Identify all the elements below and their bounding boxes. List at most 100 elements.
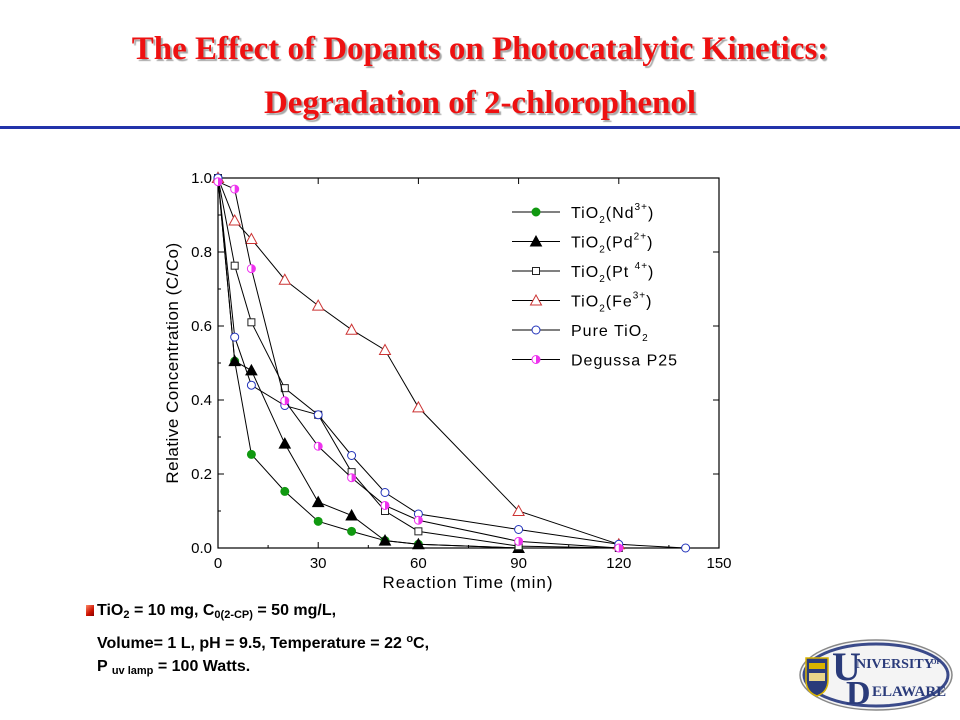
data-point (514, 525, 524, 534)
legend-entry-0: TiO2(Nd3+) (512, 202, 654, 226)
legend-label-part: TiO (571, 294, 599, 311)
data-point (380, 488, 390, 497)
legend-label-part: 2 (642, 333, 649, 344)
legend-label-part: TiO (571, 235, 599, 252)
x-tick-label: 30 (310, 555, 327, 572)
x-tick-label: 0 (214, 555, 222, 572)
legend-label: TiO2(Pd2+) (571, 232, 653, 256)
data-point (681, 543, 691, 553)
legend-label-part: 4+ (635, 261, 648, 272)
legend-label-part: (Fe (606, 294, 633, 311)
marker-fill (618, 544, 623, 552)
logo-line-1: NIVERSITY (856, 657, 934, 672)
data-point (412, 400, 425, 413)
data-point (311, 299, 325, 311)
legend-label-part: 2+ (634, 232, 647, 243)
marker-fill (351, 473, 356, 482)
data-point (280, 486, 290, 496)
data-point (347, 451, 357, 460)
data-point (347, 526, 357, 536)
x-tick-label: 120 (606, 555, 631, 572)
series-5 (213, 177, 624, 553)
series-layer (211, 171, 691, 553)
data-point (345, 323, 358, 335)
axis-ticks: 0 30 60 90 120 150 0.0 0.2 0.4 0.6 0.8 1.0 (191, 170, 731, 572)
legend-label-part: TiO (571, 264, 599, 281)
marker-fill (518, 537, 523, 546)
logo-of: OF (931, 658, 941, 666)
data-point (345, 508, 358, 521)
series-1 (211, 171, 525, 553)
series-line (217, 177, 619, 549)
marker-fill (251, 264, 256, 273)
legend-marker (532, 267, 540, 275)
legend-marker (529, 234, 543, 247)
y-tick-label: 0.8 (191, 244, 212, 261)
x-tick-label: 150 (706, 555, 731, 572)
legend-label-part: (Nd (606, 205, 635, 222)
legend-marker (531, 207, 541, 217)
legend-label: TiO2(Pt 4+) (571, 261, 654, 285)
data-point (380, 500, 390, 510)
legend-label-part: TiO (571, 205, 599, 222)
legend-label: Degussa P25 (571, 353, 678, 370)
data-point (230, 261, 239, 270)
legend-label-part: 3+ (635, 202, 648, 213)
data-point (230, 332, 240, 342)
university-logo: U NIVERSITY OF D ELAWARE (799, 639, 953, 712)
legend-entry-4: Pure TiO2 (512, 323, 649, 344)
legend-entry-5: Degussa P25 (512, 353, 678, 370)
legend-label-part: 2 (599, 304, 606, 315)
legend-label-part: 3+ (633, 291, 646, 302)
legend-marker (531, 325, 541, 335)
data-point (414, 527, 423, 536)
title-divider (0, 126, 960, 129)
marker-fill (418, 516, 423, 525)
data-point (246, 264, 256, 274)
data-point (247, 318, 256, 327)
data-point (213, 177, 223, 187)
series-line (217, 181, 619, 549)
data-point (512, 504, 525, 516)
legend-label-part: ) (648, 205, 654, 222)
data-point (313, 410, 323, 420)
data-point (278, 437, 292, 449)
series-0 (213, 173, 524, 553)
data-point (246, 449, 256, 459)
data-point (413, 515, 423, 525)
condition-line-1: TiO2 = 10 mg, C0(2-CP) = 50 mg/L, (86, 600, 429, 628)
marker-fill (284, 396, 289, 405)
legend-label: Pure TiO2 (571, 323, 649, 344)
legend-label-part: Pure TiO (571, 323, 642, 340)
x-axis-label: Reaction Time (min) (382, 573, 553, 592)
data-point (228, 354, 242, 367)
legend-label: TiO2(Fe3+) (571, 291, 652, 315)
legend-entry-1: TiO2(Pd2+) (512, 232, 653, 256)
data-point (228, 214, 242, 226)
logo-big-u: U (832, 644, 861, 689)
legend-label-part: 2 (599, 215, 606, 226)
x-tick-label: 60 (410, 555, 427, 572)
data-point (278, 273, 292, 285)
marker-fill (536, 355, 540, 364)
experiment-conditions: TiO2 = 10 mg, C0(2-CP) = 50 mg/L, Volume… (86, 600, 429, 684)
legend-marker (531, 355, 541, 364)
legend-label-part: 2 (599, 245, 606, 256)
data-point (614, 543, 624, 553)
logo-line-2: ELAWARE (872, 684, 946, 700)
data-point (246, 380, 256, 390)
legend-entry-3: TiO2(Fe3+) (512, 291, 652, 315)
title-line-2: Degradation of 2-chlorophenol (263, 85, 697, 121)
marker-fill (218, 177, 222, 186)
legend-label-part: ) (648, 264, 654, 281)
y-axis-label: Relative Concentration (C/Co) (163, 242, 182, 483)
legend: TiO2(Nd3+)TiO2(Pd2+)TiO2(Pt 4+)TiO2(Fe3+… (512, 202, 678, 370)
series-line (217, 177, 619, 545)
bullet-icon (86, 605, 94, 616)
legend-marker (529, 293, 543, 306)
legend-label-part: (Pt (606, 264, 635, 281)
y-tick-label: 0.2 (191, 466, 212, 483)
legend-label-part: Degussa P25 (571, 353, 678, 370)
legend-label-part: ) (646, 294, 652, 311)
